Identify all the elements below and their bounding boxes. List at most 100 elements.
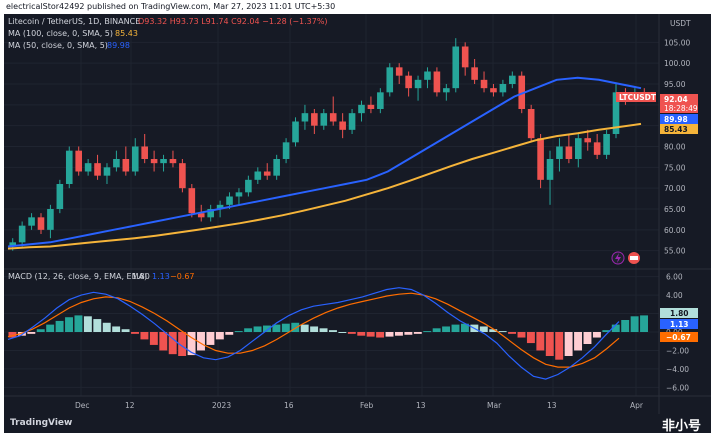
candle-body — [405, 75, 412, 89]
macd-hist-tag-box — [660, 308, 698, 318]
histogram-bar — [244, 328, 253, 332]
candle-body — [377, 92, 384, 109]
candle-body — [9, 242, 17, 247]
price-tick: 80.00 — [664, 143, 686, 152]
candle-body — [499, 84, 507, 93]
histogram-bar — [36, 329, 45, 332]
candle-body — [329, 113, 337, 122]
candlestick-series — [9, 38, 648, 251]
macd-tick: 6.00 — [666, 273, 683, 282]
candle-body — [18, 225, 26, 243]
ma100-legend: MA (100, close, 0, SMA, 5) — [8, 29, 113, 38]
price-tick: 95.00 — [664, 80, 686, 89]
histogram-bar — [206, 332, 215, 345]
histogram-bar — [489, 329, 498, 332]
time-label: 13 — [547, 401, 557, 410]
candle-body — [367, 104, 375, 109]
histogram-bar — [536, 332, 545, 351]
candle-body — [575, 138, 582, 159]
symbol-title: Litecoin / TetherUS, 1D, BINANCE — [8, 17, 140, 26]
trading-chart[interactable]: Litecoin / TetherUS, 1D, BINANCE O93.32 … — [4, 14, 711, 414]
last-price-tag: 92.04 — [664, 95, 688, 104]
histogram-bar — [574, 332, 583, 351]
histogram-bar — [131, 332, 139, 334]
macd-legend-line: 1.13 — [152, 272, 170, 281]
histogram-bar — [394, 332, 403, 336]
time-label: 2023 — [212, 401, 231, 410]
watermark-logo: 非小号 — [661, 419, 701, 434]
histogram-bar — [498, 331, 507, 333]
histogram-bar — [263, 325, 271, 332]
histogram-bar — [413, 332, 422, 334]
histogram-bar — [376, 332, 385, 338]
candle-body — [537, 138, 544, 180]
candle-body — [169, 159, 177, 164]
histogram-bar — [545, 332, 554, 356]
candle-body — [75, 150, 82, 172]
price-tick: 60.00 — [664, 226, 686, 235]
candle-body — [603, 134, 610, 155]
histogram-bar — [112, 326, 121, 332]
price-tick: 75.00 — [664, 163, 686, 172]
chart-grid — [4, 14, 659, 396]
histogram-bar — [385, 332, 394, 337]
histogram-bar — [83, 316, 92, 332]
ma100-tag: 85.43 — [664, 125, 688, 134]
candle-body — [452, 46, 460, 89]
histogram-bar — [46, 324, 55, 332]
time-label: 16 — [284, 401, 294, 410]
price-tick: 100.00 — [664, 59, 690, 68]
candle-body — [56, 184, 64, 209]
ma50-tag-box — [660, 114, 698, 124]
histogram-bar — [225, 332, 234, 335]
price-tick: 65.00 — [664, 205, 686, 214]
chart-canvas[interactable]: Litecoin / TetherUS, 1D, BINANCE O93.32 … — [4, 14, 711, 414]
symbol-tag-box — [616, 92, 656, 102]
ma100-line — [7, 122, 642, 250]
candle-body — [65, 150, 73, 184]
candle-body — [47, 209, 54, 230]
macd-tick: −2.00 — [666, 346, 689, 355]
histogram-bar — [149, 332, 158, 345]
candle-body — [254, 171, 262, 180]
candle-body — [150, 159, 158, 164]
candle-body — [546, 159, 554, 180]
candle-body — [94, 163, 101, 176]
candle-body — [273, 159, 280, 176]
price-tick: 105.00 — [664, 38, 690, 47]
candle-body — [358, 104, 365, 114]
candle-body — [527, 109, 535, 139]
histogram-bar — [197, 332, 205, 351]
countdown-tag: 18:28:49 — [664, 104, 698, 113]
time-label: 13 — [416, 401, 426, 410]
histogram-bar — [366, 332, 375, 337]
candle-body — [509, 75, 516, 84]
macd-tick: 4.00 — [666, 291, 683, 300]
candle-body — [311, 113, 318, 126]
candle-body — [179, 163, 186, 189]
candle-body — [122, 159, 130, 172]
histogram-bar — [55, 320, 64, 332]
candle-body — [386, 67, 394, 93]
histogram-bar — [159, 332, 168, 351]
candle-body — [282, 142, 290, 159]
candle-body — [197, 213, 205, 218]
tradingview-logo[interactable]: TradingView — [10, 418, 73, 428]
candle-body — [84, 163, 92, 172]
macd-line — [7, 287, 620, 380]
histogram-bar — [630, 316, 639, 332]
candle-body — [292, 121, 299, 143]
macd-signal-line — [7, 292, 620, 368]
histogram-bar — [583, 332, 592, 344]
histogram-bar — [178, 332, 187, 356]
candle-body — [612, 92, 620, 134]
histogram-bar — [479, 326, 488, 332]
ma100-legend-value: 85.43 — [115, 29, 138, 38]
candle-body — [348, 113, 356, 130]
ma50-tag: 89.98 — [664, 115, 688, 124]
histogram-bar — [517, 332, 526, 338]
macd-tick: −4.00 — [666, 365, 689, 374]
candle-body — [207, 209, 214, 218]
candle-body — [28, 217, 35, 226]
flag-glyph — [630, 256, 638, 260]
